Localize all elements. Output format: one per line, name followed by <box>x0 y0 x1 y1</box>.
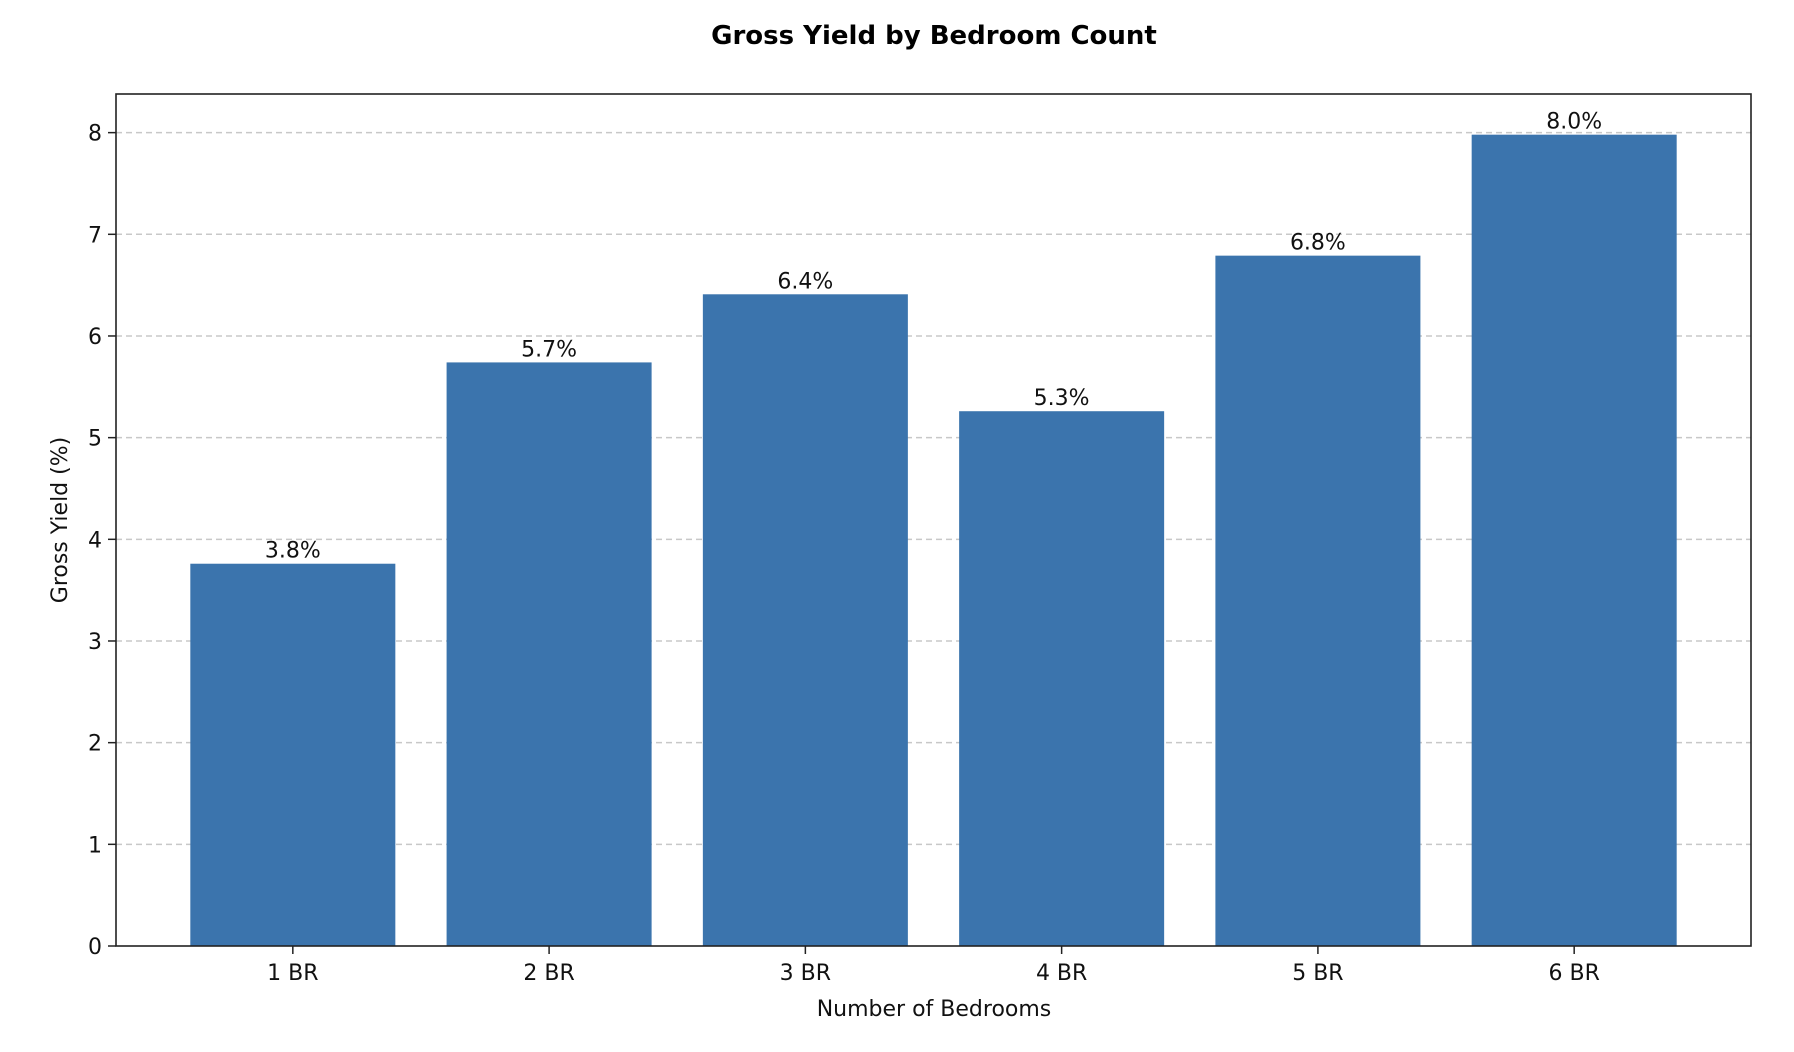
bar <box>702 294 908 947</box>
x-axis-label: Number of Bedrooms <box>817 997 1052 1022</box>
y-tick-label: 7 <box>88 223 102 248</box>
y-tick-label: 6 <box>88 325 102 350</box>
x-tick-label: 2 BR <box>523 961 574 986</box>
bar <box>1471 134 1677 946</box>
y-tick-label: 8 <box>88 122 102 147</box>
x-tick-label: 5 BR <box>1292 961 1343 986</box>
bar <box>190 563 396 946</box>
y-tick-label: 1 <box>88 833 102 858</box>
bar <box>959 411 1165 946</box>
data-label: 8.0% <box>1546 110 1602 135</box>
y-tick-label: 4 <box>88 528 102 553</box>
y-axis-label: Gross Yield (%) <box>48 437 73 603</box>
data-label: 5.3% <box>1034 386 1090 411</box>
y-tick-label: 5 <box>88 427 102 452</box>
x-tick-label: 3 BR <box>780 961 831 986</box>
chart-title: Gross Yield by Bedroom Count <box>711 21 1157 51</box>
bar <box>1215 255 1421 947</box>
data-label: 6.4% <box>777 269 833 294</box>
data-label: 3.8% <box>265 539 321 564</box>
x-tick-label: 4 BR <box>1036 961 1087 986</box>
y-tick-label: 3 <box>88 630 102 655</box>
x-tick-label: 1 BR <box>267 961 318 986</box>
data-label: 6.8% <box>1290 231 1346 256</box>
data-label: 5.7% <box>521 337 577 362</box>
y-tick-label: 2 <box>88 732 102 757</box>
y-tick-label: 0 <box>88 935 102 960</box>
bar <box>446 362 652 946</box>
x-tick-label: 6 BR <box>1548 961 1599 986</box>
plot-frame <box>115 93 1752 947</box>
